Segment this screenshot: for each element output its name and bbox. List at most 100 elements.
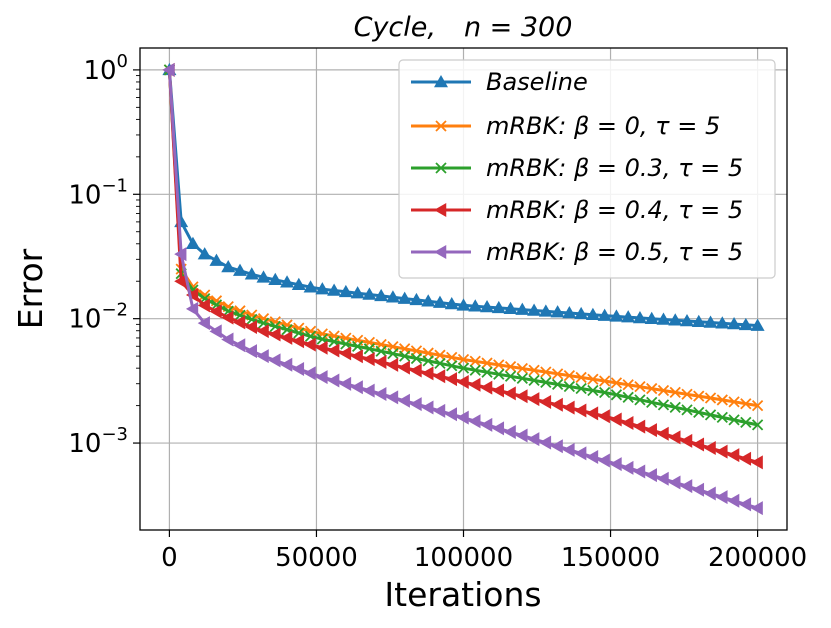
data-point [540, 366, 552, 378]
data-point [491, 300, 506, 314]
data-point [174, 247, 187, 262]
data-point [516, 372, 528, 384]
data-point [197, 316, 210, 331]
data-point [481, 366, 493, 378]
data-point [421, 294, 436, 307]
data-point [221, 310, 234, 325]
data-point [221, 260, 236, 273]
data-point [693, 390, 705, 402]
data-point [338, 376, 352, 391]
data-point [728, 396, 740, 408]
data-point [362, 352, 375, 367]
data-point [480, 380, 493, 395]
data-point [727, 448, 740, 463]
chart-title: Cycle, n = 300 [354, 12, 573, 43]
data-point [587, 373, 599, 385]
data-point [610, 377, 623, 389]
data-point [562, 442, 575, 457]
data-point [691, 437, 705, 452]
data-point [680, 313, 695, 327]
chart-title-param: n = 300 [464, 12, 572, 43]
y-tick-label: 100 [83, 51, 128, 86]
data-point [185, 236, 200, 250]
data-point [609, 309, 624, 322]
data-point [703, 486, 716, 501]
data-point [410, 352, 423, 365]
data-point [350, 286, 365, 299]
data-point [634, 381, 646, 393]
legend-label: mRBK: β = 0.3, τ = 5 [486, 154, 743, 182]
data-point [256, 270, 271, 283]
legend-marker [434, 245, 447, 259]
data-point [563, 380, 576, 393]
data-point [280, 357, 293, 372]
data-point [609, 412, 622, 427]
data-point [363, 343, 376, 355]
legend-marker [435, 162, 447, 174]
data-point [504, 361, 517, 373]
data-point [597, 308, 612, 321]
data-point [715, 316, 730, 329]
data-point [457, 353, 470, 366]
data-point [397, 291, 412, 304]
data-point [540, 376, 552, 389]
x-tick-label: 100000 [414, 543, 513, 573]
data-point [399, 350, 411, 362]
data-point [469, 355, 481, 367]
data-point [646, 396, 658, 408]
data-point [622, 379, 634, 391]
legend-label: mRBK: β = 0, τ = 5 [486, 112, 720, 140]
data-point [585, 406, 599, 421]
data-point [669, 401, 681, 413]
data-point [469, 364, 481, 376]
data-point [634, 394, 646, 406]
data-point [374, 354, 387, 369]
data-point [668, 475, 681, 490]
data-point [315, 340, 328, 355]
data-point [715, 444, 728, 459]
data-point [185, 287, 199, 302]
data-point [338, 284, 353, 298]
data-point [197, 247, 212, 260]
data-point [291, 334, 305, 349]
chart-title-name: Cycle, [354, 12, 436, 43]
legend-entry: mRBK: β = 0.3, τ = 5 [411, 154, 743, 182]
data-point [575, 382, 587, 395]
data-point [327, 343, 340, 358]
data-point [551, 368, 564, 380]
data-point [587, 384, 599, 397]
data-point [221, 332, 234, 347]
data-point [575, 371, 587, 384]
data-point [457, 362, 470, 374]
data-point [480, 417, 493, 432]
data-point [422, 355, 434, 367]
data-point [644, 423, 657, 438]
data-point [503, 424, 516, 439]
data-point [703, 441, 716, 456]
data-point [740, 398, 752, 410]
data-point [704, 392, 717, 404]
data-point [432, 295, 447, 308]
data-point [446, 360, 458, 372]
legend-label: Baseline [486, 68, 588, 96]
x-tick-label: 200000 [708, 543, 807, 573]
data-point [421, 400, 434, 415]
data-point [738, 317, 753, 331]
data-point [632, 419, 646, 434]
data-point [727, 493, 740, 508]
data-point [409, 292, 424, 306]
data-point [291, 361, 305, 376]
data-point [504, 370, 517, 382]
data-point [409, 363, 422, 378]
data-point [503, 386, 516, 401]
data-point [515, 428, 528, 443]
data-point [550, 439, 563, 454]
data-point [327, 283, 342, 296]
data-point [174, 274, 187, 289]
data-point [491, 383, 505, 398]
data-point [209, 304, 222, 319]
data-point [538, 394, 552, 409]
data-point [315, 282, 330, 295]
data-point [432, 403, 446, 418]
data-point [268, 353, 281, 368]
